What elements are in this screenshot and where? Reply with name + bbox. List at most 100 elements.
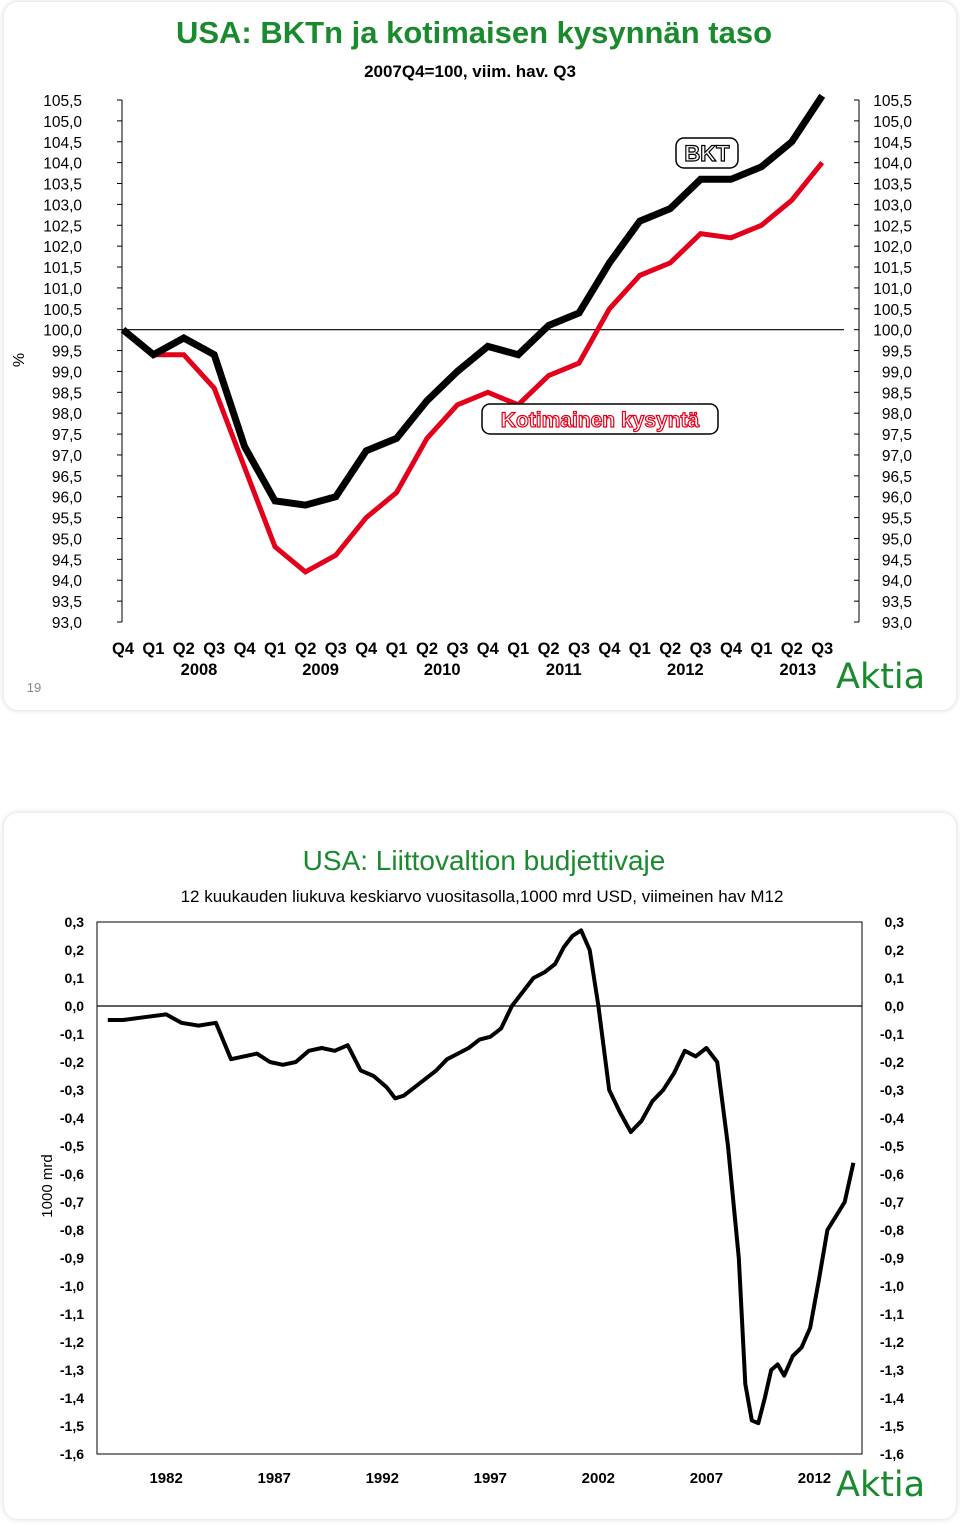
- y-tick-label-right: -1,2: [880, 1334, 904, 1350]
- x-tick-label: Q2: [538, 640, 560, 658]
- y-tick-label-right: 104,0: [873, 156, 912, 173]
- y-tick-label-right: -0,2: [880, 1054, 904, 1070]
- y-tick-label-left: 94,0: [52, 573, 83, 590]
- y-tick-label-left: 96,5: [52, 469, 82, 486]
- x-tick-label: 1992: [366, 1470, 399, 1487]
- y-tick-label-right: 94,5: [882, 552, 912, 569]
- y-tick-label-left: 0,2: [65, 942, 85, 958]
- y-tick-label-left: -1,6: [60, 1446, 84, 1462]
- y-tick-label-right: -1,3: [880, 1362, 904, 1378]
- y-tick-label-left: 104,0: [43, 156, 82, 173]
- x-tick-label: Q1: [629, 640, 651, 658]
- y-tick-label-left: 98,5: [52, 385, 82, 402]
- x-tick-labels: Q4 Q1 Q2 Q3 Q4 Q1 Q2 Q3 Q4 Q1 Q2 Q3 Q4 Q1 Q2 Q3 Q4 Q1 Q2 Q3…: [112, 640, 833, 658]
- x-tick-label: Q1: [750, 640, 772, 658]
- y-tick-label-left: 102,0: [43, 239, 82, 256]
- y-tick-label-right: 93,0: [882, 615, 913, 632]
- chart-gdp-demand: USA: BKTn ja kotimaisen kysynnän taso 20…: [11, 15, 925, 697]
- x-tick-label: Q4: [598, 640, 621, 658]
- y-tick-label-right: 104,5: [873, 135, 912, 152]
- y-tick-label-right: -1,0: [880, 1278, 904, 1294]
- y-tick-label-right: 93,5: [882, 594, 912, 611]
- y-tick-label-left: -0,7: [60, 1194, 84, 1210]
- x-tick-label: Q3: [203, 640, 225, 658]
- y-tick-label-left: 0,3: [65, 914, 85, 930]
- y-tick-label-right: 105,0: [873, 114, 912, 131]
- y-tick-label-left: 93,5: [52, 594, 82, 611]
- x-tick-label: Q1: [142, 640, 164, 658]
- y-tick-label-right: 98,5: [882, 385, 912, 402]
- chart-subtitle: 12 kuukauden liukuva keskiarvo vuositaso…: [181, 887, 784, 906]
- y-tick-label-right: -1,4: [880, 1390, 904, 1406]
- y-tick-label-left: 105,5: [43, 93, 82, 110]
- y-tick-label-left: 95,0: [52, 531, 83, 548]
- x-tick-label: Q3: [325, 640, 347, 658]
- x-tick-label: 2007: [690, 1470, 723, 1487]
- x-tick-label: Q4: [720, 640, 743, 658]
- x-tick-label: 1987: [258, 1470, 291, 1487]
- y-tick-label-left: -0,8: [60, 1222, 84, 1238]
- chart-title: USA: BKTn ja kotimaisen kysynnän taso: [176, 15, 772, 50]
- y-tick-label-left: 93,0: [52, 615, 83, 632]
- y-tick-label-right: 99,0: [882, 364, 913, 381]
- year-label: 2012: [667, 661, 704, 679]
- plot-frame: [96, 921, 863, 1455]
- x-tick-label: Q2: [416, 640, 438, 658]
- y-tick-label-left: -0,5: [60, 1138, 84, 1154]
- y-tick-label-left: 103,0: [43, 197, 82, 214]
- y-tick-label-left: 97,5: [52, 427, 82, 444]
- x-tick-label: Q3: [811, 640, 833, 658]
- y-tick-label-right: 94,0: [882, 573, 913, 590]
- y-tick-label-left: 94,5: [52, 552, 82, 569]
- x-tick-label: Q4: [355, 640, 378, 658]
- y-tick-label-right: -0,7: [880, 1194, 904, 1210]
- y-tick-label-left: -1,5: [60, 1418, 84, 1434]
- aktia-logo: Aktia: [836, 657, 925, 697]
- y-tick-labels-left: 105,5 105,0 104,5 104,0 103,5 103,0 102,5 102,0…: [43, 93, 82, 632]
- y-tick-label-left: -0,2: [60, 1054, 84, 1070]
- y-tick-label-left: -0,1: [60, 1026, 84, 1042]
- y-tick-label-right: 100,0: [873, 323, 912, 340]
- x-tick-label: Q2: [294, 640, 316, 658]
- x-tick-label: Q2: [173, 640, 195, 658]
- page-number: 19: [27, 680, 41, 695]
- x-tick-label: Q3: [690, 640, 712, 658]
- year-label: 2013: [780, 661, 817, 679]
- y-tick-label-right: -0,1: [880, 1026, 904, 1042]
- y-tick-label-left: 0,0: [65, 998, 85, 1014]
- y-tick-marks: [117, 99, 859, 623]
- chart-budget-deficit: USA: Liittovaltion budjettivaje 12 kuuka…: [39, 845, 925, 1505]
- y-tick-label-left: 99,0: [52, 364, 83, 381]
- x-tick-label: Q4: [477, 640, 500, 658]
- year-label: 2009: [302, 661, 339, 679]
- chart-subtitle: 2007Q4=100, viim. hav. Q3: [364, 62, 576, 81]
- y-tick-label-left: -0,4: [60, 1110, 84, 1126]
- y-tick-label-left: 102,5: [43, 218, 82, 235]
- x-tick-label: Q4: [234, 640, 257, 658]
- y-tick-label-right: 95,5: [882, 511, 912, 528]
- y-tick-label-right: 102,5: [873, 218, 912, 235]
- legend-text-kysynta: Kotimainen kysyntä: [501, 409, 700, 432]
- series-line-deficit: [107, 928, 856, 1426]
- x-tick-label: 2012: [798, 1470, 831, 1487]
- y-tick-label-left: 101,5: [43, 260, 82, 277]
- y-tick-label-right: 0,3: [885, 914, 905, 930]
- y-tick-label-left: -1,3: [60, 1362, 84, 1378]
- y-tick-label-right: 97,0: [882, 448, 913, 465]
- y-tick-label-left: 99,5: [52, 344, 82, 361]
- y-tick-label-left: 100,0: [43, 323, 82, 340]
- y-tick-label-left: -1,2: [60, 1334, 84, 1350]
- year-label: 2011: [546, 661, 582, 679]
- y-tick-label-right: -0,6: [880, 1166, 904, 1182]
- y-tick-label-right: 98,0: [882, 406, 913, 423]
- y-tick-label-right: 101,0: [873, 281, 912, 298]
- y-tick-label-left: 95,5: [52, 511, 82, 528]
- y-tick-label-right: -0,8: [880, 1222, 904, 1238]
- y-tick-label-right: 99,5: [882, 344, 912, 361]
- x-tick-label: 1982: [149, 1470, 182, 1487]
- y-tick-label-right: 101,5: [873, 260, 912, 277]
- x-tick-label: Q4: [112, 640, 135, 658]
- y-tick-labels-right: 105,5 105,0 104,5 104,0 103,5 103,0 102,5 102,0…: [873, 93, 912, 632]
- y-tick-label-right: 103,0: [873, 197, 912, 214]
- y-axis-label: %: [11, 353, 28, 367]
